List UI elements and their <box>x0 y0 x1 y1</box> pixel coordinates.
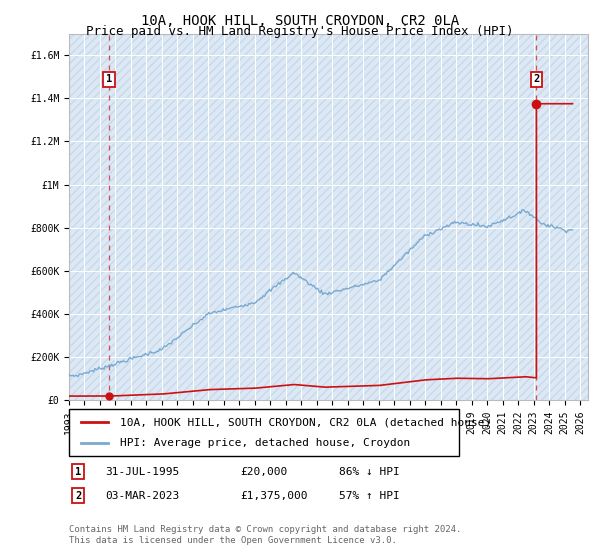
Text: 2: 2 <box>533 74 539 85</box>
Text: 1: 1 <box>106 74 112 85</box>
Text: 2: 2 <box>75 491 81 501</box>
Text: 31-JUL-1995: 31-JUL-1995 <box>105 466 179 477</box>
Text: HPI: Average price, detached house, Croydon: HPI: Average price, detached house, Croy… <box>120 438 410 448</box>
Text: 1: 1 <box>75 466 81 477</box>
Text: £20,000: £20,000 <box>240 466 287 477</box>
Text: 57% ↑ HPI: 57% ↑ HPI <box>339 491 400 501</box>
Text: 86% ↓ HPI: 86% ↓ HPI <box>339 466 400 477</box>
Text: Contains HM Land Registry data © Crown copyright and database right 2024.
This d: Contains HM Land Registry data © Crown c… <box>69 525 461 545</box>
FancyBboxPatch shape <box>69 409 459 456</box>
Text: 10A, HOOK HILL, SOUTH CROYDON, CR2 0LA (detached house): 10A, HOOK HILL, SOUTH CROYDON, CR2 0LA (… <box>120 417 491 427</box>
Text: £1,375,000: £1,375,000 <box>240 491 308 501</box>
Text: 03-MAR-2023: 03-MAR-2023 <box>105 491 179 501</box>
Text: Price paid vs. HM Land Registry's House Price Index (HPI): Price paid vs. HM Land Registry's House … <box>86 25 514 38</box>
Text: 10A, HOOK HILL, SOUTH CROYDON, CR2 0LA: 10A, HOOK HILL, SOUTH CROYDON, CR2 0LA <box>141 14 459 28</box>
